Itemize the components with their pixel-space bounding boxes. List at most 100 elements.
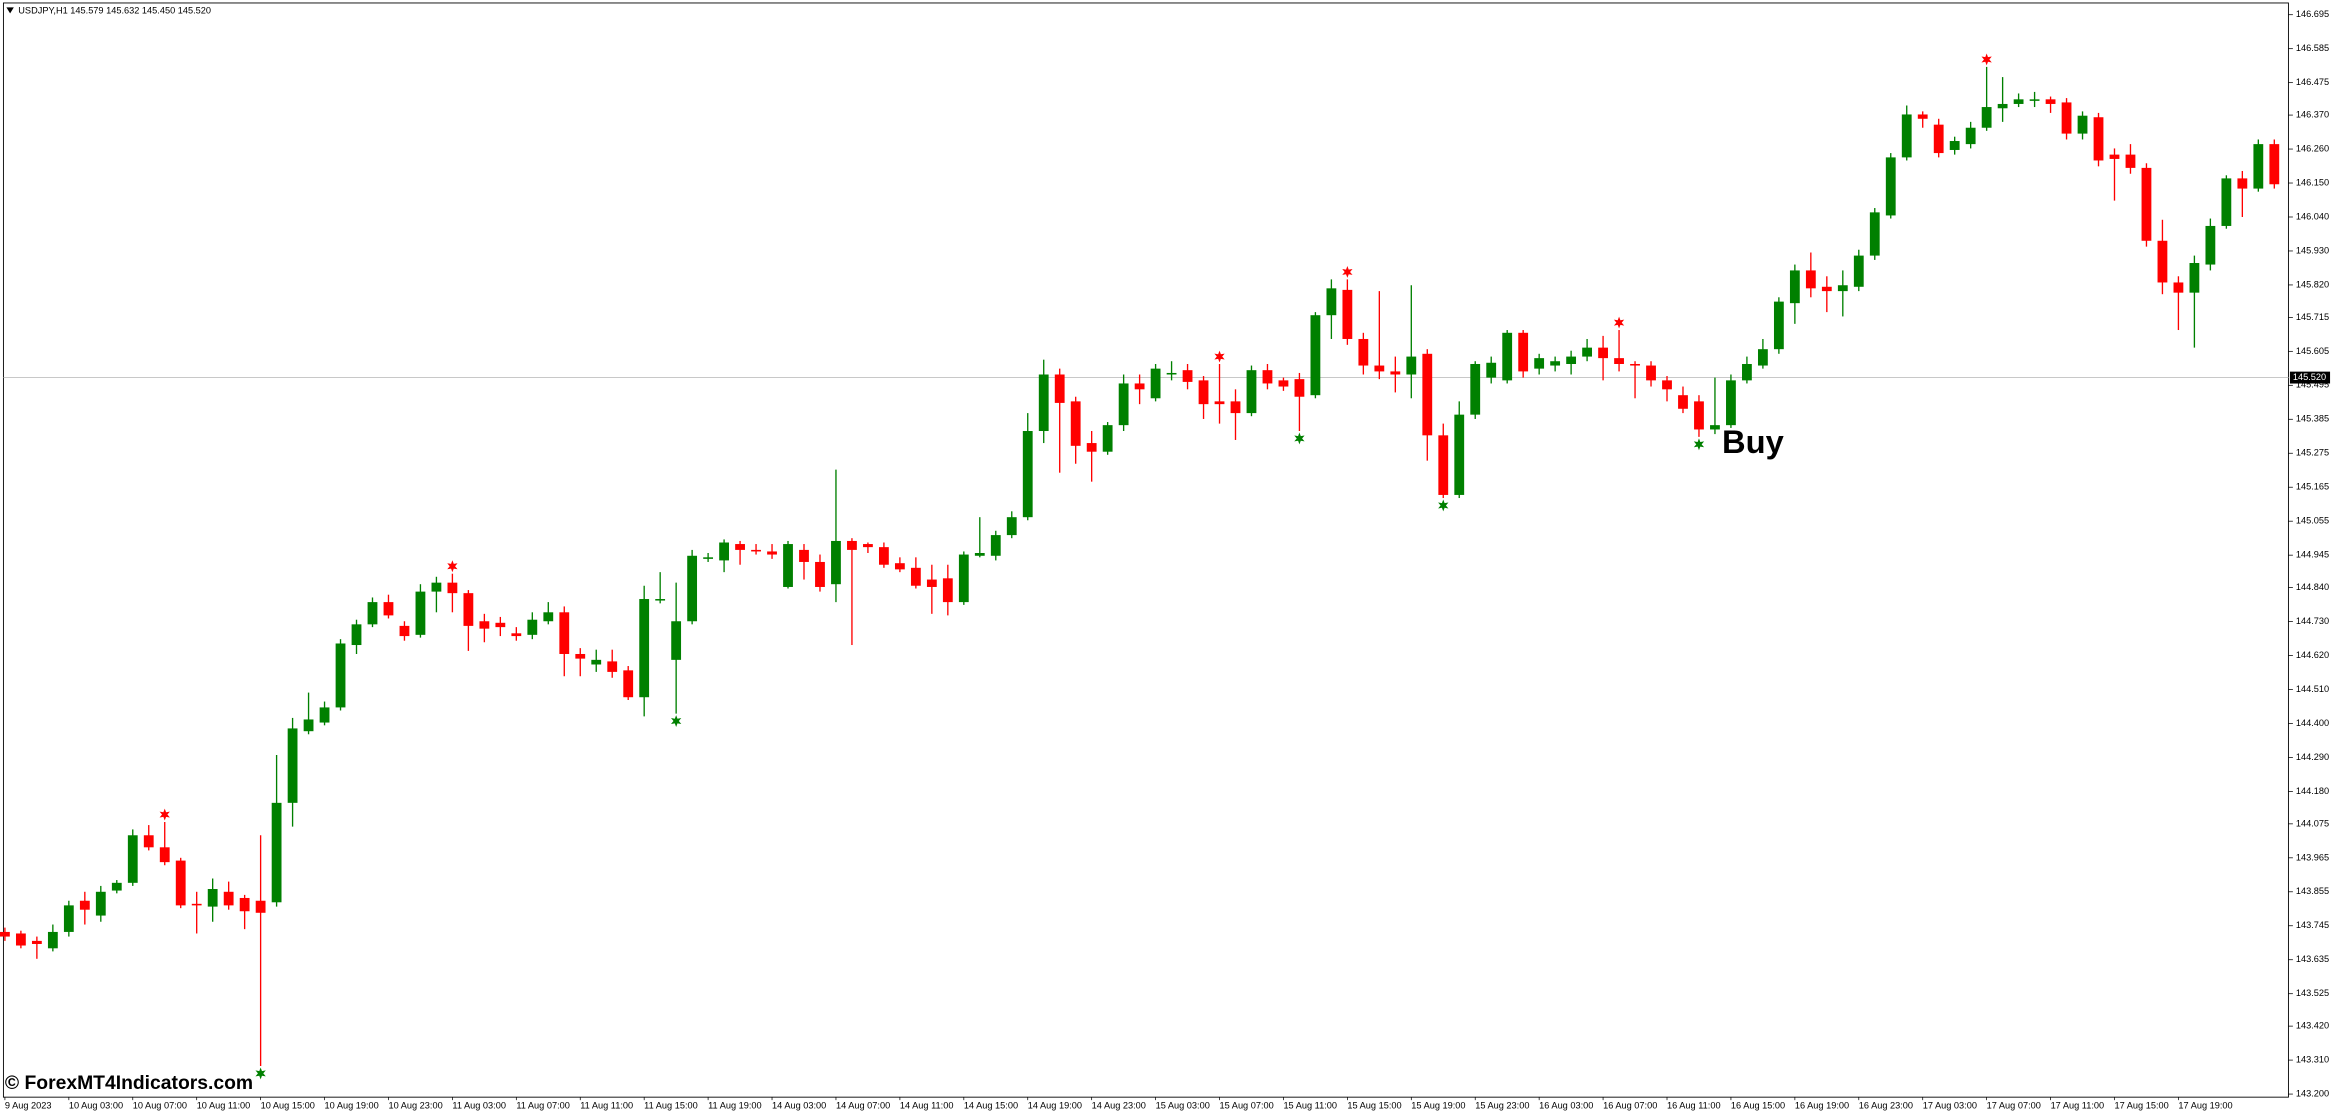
signal-star bbox=[159, 808, 170, 821]
candle-body bbox=[1438, 435, 1449, 495]
y-tick-label: 144.290 bbox=[2296, 752, 2329, 762]
x-tick-label: 11 Aug 11:00 bbox=[580, 1101, 633, 1111]
candle-body bbox=[2189, 263, 2200, 293]
candle-body bbox=[15, 933, 26, 946]
candle-body bbox=[1901, 114, 1912, 158]
candle-body bbox=[1853, 255, 1864, 287]
x-tick-label: 16 Aug 07:00 bbox=[1603, 1101, 1657, 1111]
candle-body bbox=[1262, 370, 1273, 384]
candle-body bbox=[1949, 141, 1960, 150]
candle-body bbox=[910, 567, 921, 586]
candle-body bbox=[719, 542, 729, 561]
candle-body bbox=[319, 707, 330, 723]
candle-body bbox=[575, 653, 586, 659]
chart-header: USDJPY,H1 145.579 145.632 145.450 145.52… bbox=[18, 6, 211, 16]
y-tick-label: 144.510 bbox=[2296, 684, 2329, 694]
candle-body bbox=[1869, 212, 1880, 256]
candle-body bbox=[239, 897, 250, 912]
x-tick-label: 14 Aug 07:00 bbox=[836, 1101, 890, 1111]
candle-body bbox=[1470, 363, 1481, 415]
candle-body bbox=[1246, 370, 1257, 414]
candle-body bbox=[1038, 374, 1049, 432]
candle-body bbox=[671, 621, 682, 660]
y-tick-label: 146.150 bbox=[2296, 177, 2329, 187]
x-tick-label: 17 Aug 07:00 bbox=[1987, 1101, 2041, 1111]
x-tick-label: 10 Aug 23:00 bbox=[388, 1101, 442, 1111]
x-tick-label: 15 Aug 19:00 bbox=[1411, 1101, 1465, 1111]
x-tick-label: 15 Aug 15:00 bbox=[1347, 1101, 1401, 1111]
signal-star bbox=[255, 1067, 266, 1080]
candle-body bbox=[1566, 356, 1577, 364]
y-tick-label: 146.370 bbox=[2296, 110, 2329, 120]
candle-body bbox=[1230, 401, 1241, 414]
y-tick-label: 146.260 bbox=[2296, 143, 2329, 153]
candle-body bbox=[1150, 368, 1161, 399]
candle-body bbox=[255, 900, 266, 913]
y-tick-label: 145.930 bbox=[2296, 245, 2329, 255]
candle-body bbox=[974, 553, 985, 556]
candle-body bbox=[2237, 178, 2248, 189]
candle-body bbox=[463, 593, 474, 626]
y-tick-label: 146.695 bbox=[2296, 9, 2329, 19]
candle-body bbox=[191, 903, 202, 906]
y-tick-label: 145.275 bbox=[2296, 448, 2329, 458]
candle-body bbox=[1166, 372, 1177, 375]
x-tick-label: 14 Aug 15:00 bbox=[964, 1101, 1018, 1111]
signal-star bbox=[670, 715, 682, 727]
candle-body bbox=[351, 624, 362, 646]
candle-body bbox=[495, 622, 506, 628]
y-tick-label: 143.855 bbox=[2296, 886, 2329, 896]
candle-body bbox=[767, 551, 777, 555]
candle-body bbox=[1086, 443, 1097, 452]
candle-body bbox=[703, 557, 714, 559]
candle-body bbox=[1965, 127, 1976, 145]
candle-body bbox=[942, 578, 953, 603]
candle-body bbox=[639, 599, 650, 698]
signal-star bbox=[1438, 499, 1449, 512]
y-tick-label: 145.715 bbox=[2296, 312, 2329, 322]
candle-body bbox=[863, 544, 873, 548]
y-tick-label: 145.055 bbox=[2296, 516, 2329, 526]
candle-body bbox=[1310, 315, 1321, 396]
candle-body bbox=[591, 659, 602, 665]
y-tick-label: 143.745 bbox=[2296, 920, 2329, 930]
candle-body bbox=[1757, 349, 1768, 366]
x-tick-label: 11 Aug 07:00 bbox=[516, 1101, 570, 1111]
y-tick-label: 146.040 bbox=[2296, 211, 2329, 221]
x-tick-label: 10 Aug 11:00 bbox=[197, 1101, 251, 1111]
candle-body bbox=[655, 599, 666, 601]
candle-body bbox=[2269, 144, 2280, 185]
y-tick-label: 143.635 bbox=[2296, 954, 2329, 964]
x-tick-label: 17 Aug 11:00 bbox=[2051, 1101, 2105, 1111]
y-tick-label: 143.310 bbox=[2296, 1055, 2329, 1065]
candle-body bbox=[1486, 362, 1497, 378]
candle-body bbox=[527, 619, 538, 635]
x-tick-label: 10 Aug 03:00 bbox=[69, 1101, 123, 1111]
candle-body bbox=[2221, 178, 2232, 226]
candle-body bbox=[1022, 431, 1033, 518]
candle-body bbox=[303, 719, 314, 732]
x-tick-label: 17 Aug 19:00 bbox=[2178, 1101, 2232, 1111]
y-tick-label: 144.945 bbox=[2296, 550, 2329, 560]
x-tick-label: 15 Aug 23:00 bbox=[1475, 1101, 1529, 1111]
candle-body bbox=[415, 591, 426, 635]
signal-star bbox=[1294, 432, 1305, 445]
y-tick-label: 143.965 bbox=[2296, 852, 2329, 862]
signal-star bbox=[1214, 350, 1225, 363]
candle-body bbox=[1678, 395, 1688, 409]
candle-body bbox=[1342, 289, 1353, 339]
candle-body bbox=[1837, 285, 1848, 292]
candle-body bbox=[447, 582, 458, 594]
candle-body bbox=[2029, 99, 2040, 101]
candle-body bbox=[1805, 270, 1816, 289]
candle-body bbox=[1406, 356, 1417, 375]
x-tick-label: 14 Aug 19:00 bbox=[1028, 1101, 1082, 1111]
x-tick-label: 17 Aug 03:00 bbox=[1923, 1101, 1977, 1111]
candle-body bbox=[1502, 332, 1513, 381]
candle-body bbox=[175, 860, 186, 906]
candle-body bbox=[63, 905, 74, 932]
x-tick-label: 10 Aug 19:00 bbox=[325, 1101, 379, 1111]
x-tick-label: 15 Aug 11:00 bbox=[1283, 1101, 1337, 1111]
candle-body bbox=[2061, 102, 2072, 134]
